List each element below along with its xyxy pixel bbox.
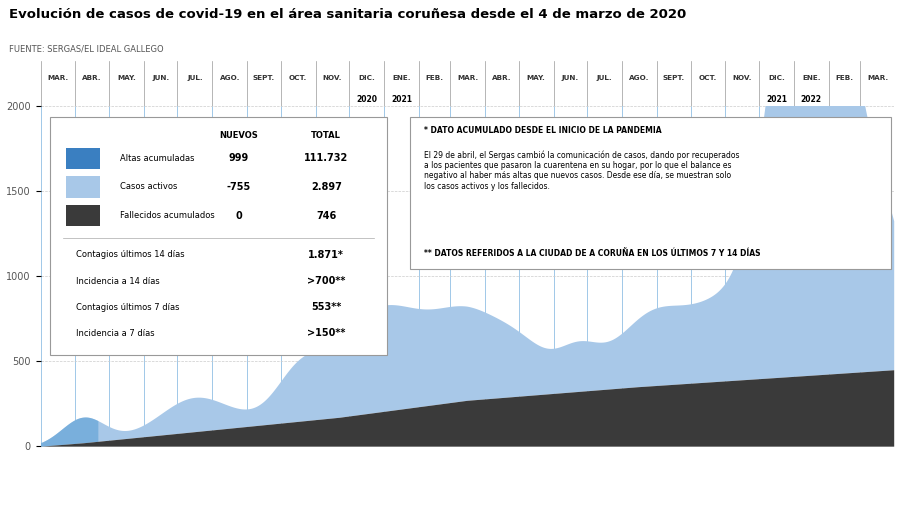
Text: FUENTE: SERGAS/EL IDEAL GALLEGO: FUENTE: SERGAS/EL IDEAL GALLEGO [9, 44, 164, 53]
Text: JUL.: JUL. [187, 75, 202, 81]
Text: 1.871*: 1.871* [309, 250, 344, 260]
Text: AGO.: AGO. [629, 75, 650, 81]
Text: FEB.: FEB. [835, 75, 853, 81]
Text: FEB.: FEB. [426, 75, 444, 81]
Text: ENE.: ENE. [802, 75, 821, 81]
Bar [67, 205, 100, 226]
Text: NOV.: NOV. [733, 75, 751, 81]
Text: SEPT.: SEPT. [662, 75, 685, 81]
Text: MAR.: MAR. [48, 75, 68, 81]
Text: Incidencia a 14 días: Incidencia a 14 días [76, 276, 160, 285]
Text: 746: 746 [316, 210, 337, 221]
Bar [67, 176, 100, 198]
Text: El 29 de abril, el Sergas cambió la comunicación de casos, dando por recuperados: El 29 de abril, el Sergas cambió la comu… [424, 150, 740, 191]
Text: MAY.: MAY. [526, 75, 545, 81]
Text: 2021: 2021 [766, 95, 787, 104]
Text: ** DATOS REFERIDOS A LA CIUDAD DE A CORUÑA EN LOS ÚLTIMOS 7 Y 14 DÍAS: ** DATOS REFERIDOS A LA CIUDAD DE A CORU… [424, 249, 760, 258]
Text: TOTAL: TOTAL [311, 131, 341, 140]
Text: ENE.: ENE. [392, 75, 410, 81]
Text: 999: 999 [229, 153, 248, 163]
Text: JUL.: JUL. [597, 75, 613, 81]
Text: 111.732: 111.732 [304, 153, 348, 163]
Text: ABR.: ABR. [83, 75, 102, 81]
Text: 2022: 2022 [801, 95, 822, 104]
Bar [67, 148, 100, 169]
Text: SEPT.: SEPT. [253, 75, 275, 81]
Text: ABR.: ABR. [492, 75, 512, 81]
Text: MAR.: MAR. [867, 75, 888, 81]
FancyBboxPatch shape [50, 117, 387, 355]
Text: NOV.: NOV. [323, 75, 342, 81]
Text: 2020: 2020 [356, 95, 377, 104]
Text: -755: -755 [227, 182, 250, 192]
Text: Casos activos: Casos activos [121, 183, 178, 192]
Text: Evolución de casos de covid-19 en el área sanitaria coruñesa desde el 4 de marzo: Evolución de casos de covid-19 en el áre… [9, 8, 686, 21]
Text: JUN.: JUN. [152, 75, 169, 81]
Text: Incidencia a 7 días: Incidencia a 7 días [76, 329, 155, 338]
Text: >150**: >150** [307, 329, 346, 339]
Text: NUEVOS: NUEVOS [219, 131, 258, 140]
Text: * DATO ACUMULADO DESDE EL INICIO DE LA PANDEMIA: * DATO ACUMULADO DESDE EL INICIO DE LA P… [424, 126, 662, 135]
Text: 553**: 553** [311, 302, 341, 312]
Text: 2.897: 2.897 [310, 182, 342, 192]
Text: 0: 0 [235, 210, 242, 221]
Text: DIC.: DIC. [768, 75, 785, 81]
Text: JUN.: JUN. [562, 75, 579, 81]
Text: OCT.: OCT. [289, 75, 307, 81]
Text: >700**: >700** [307, 276, 346, 286]
Text: Fallecidos acumulados: Fallecidos acumulados [121, 211, 215, 220]
Text: Contagios últimos 14 días: Contagios últimos 14 días [76, 250, 185, 259]
Text: Altas acumuladas: Altas acumuladas [121, 154, 195, 163]
Text: 2021: 2021 [391, 95, 412, 104]
Text: MAR.: MAR. [457, 75, 478, 81]
Text: Contagios últimos 7 días: Contagios últimos 7 días [76, 303, 180, 312]
Text: OCT.: OCT. [698, 75, 717, 81]
Text: DIC.: DIC. [358, 75, 375, 81]
Text: MAY.: MAY. [117, 75, 136, 81]
FancyBboxPatch shape [410, 117, 891, 269]
Text: AGO.: AGO. [220, 75, 240, 81]
